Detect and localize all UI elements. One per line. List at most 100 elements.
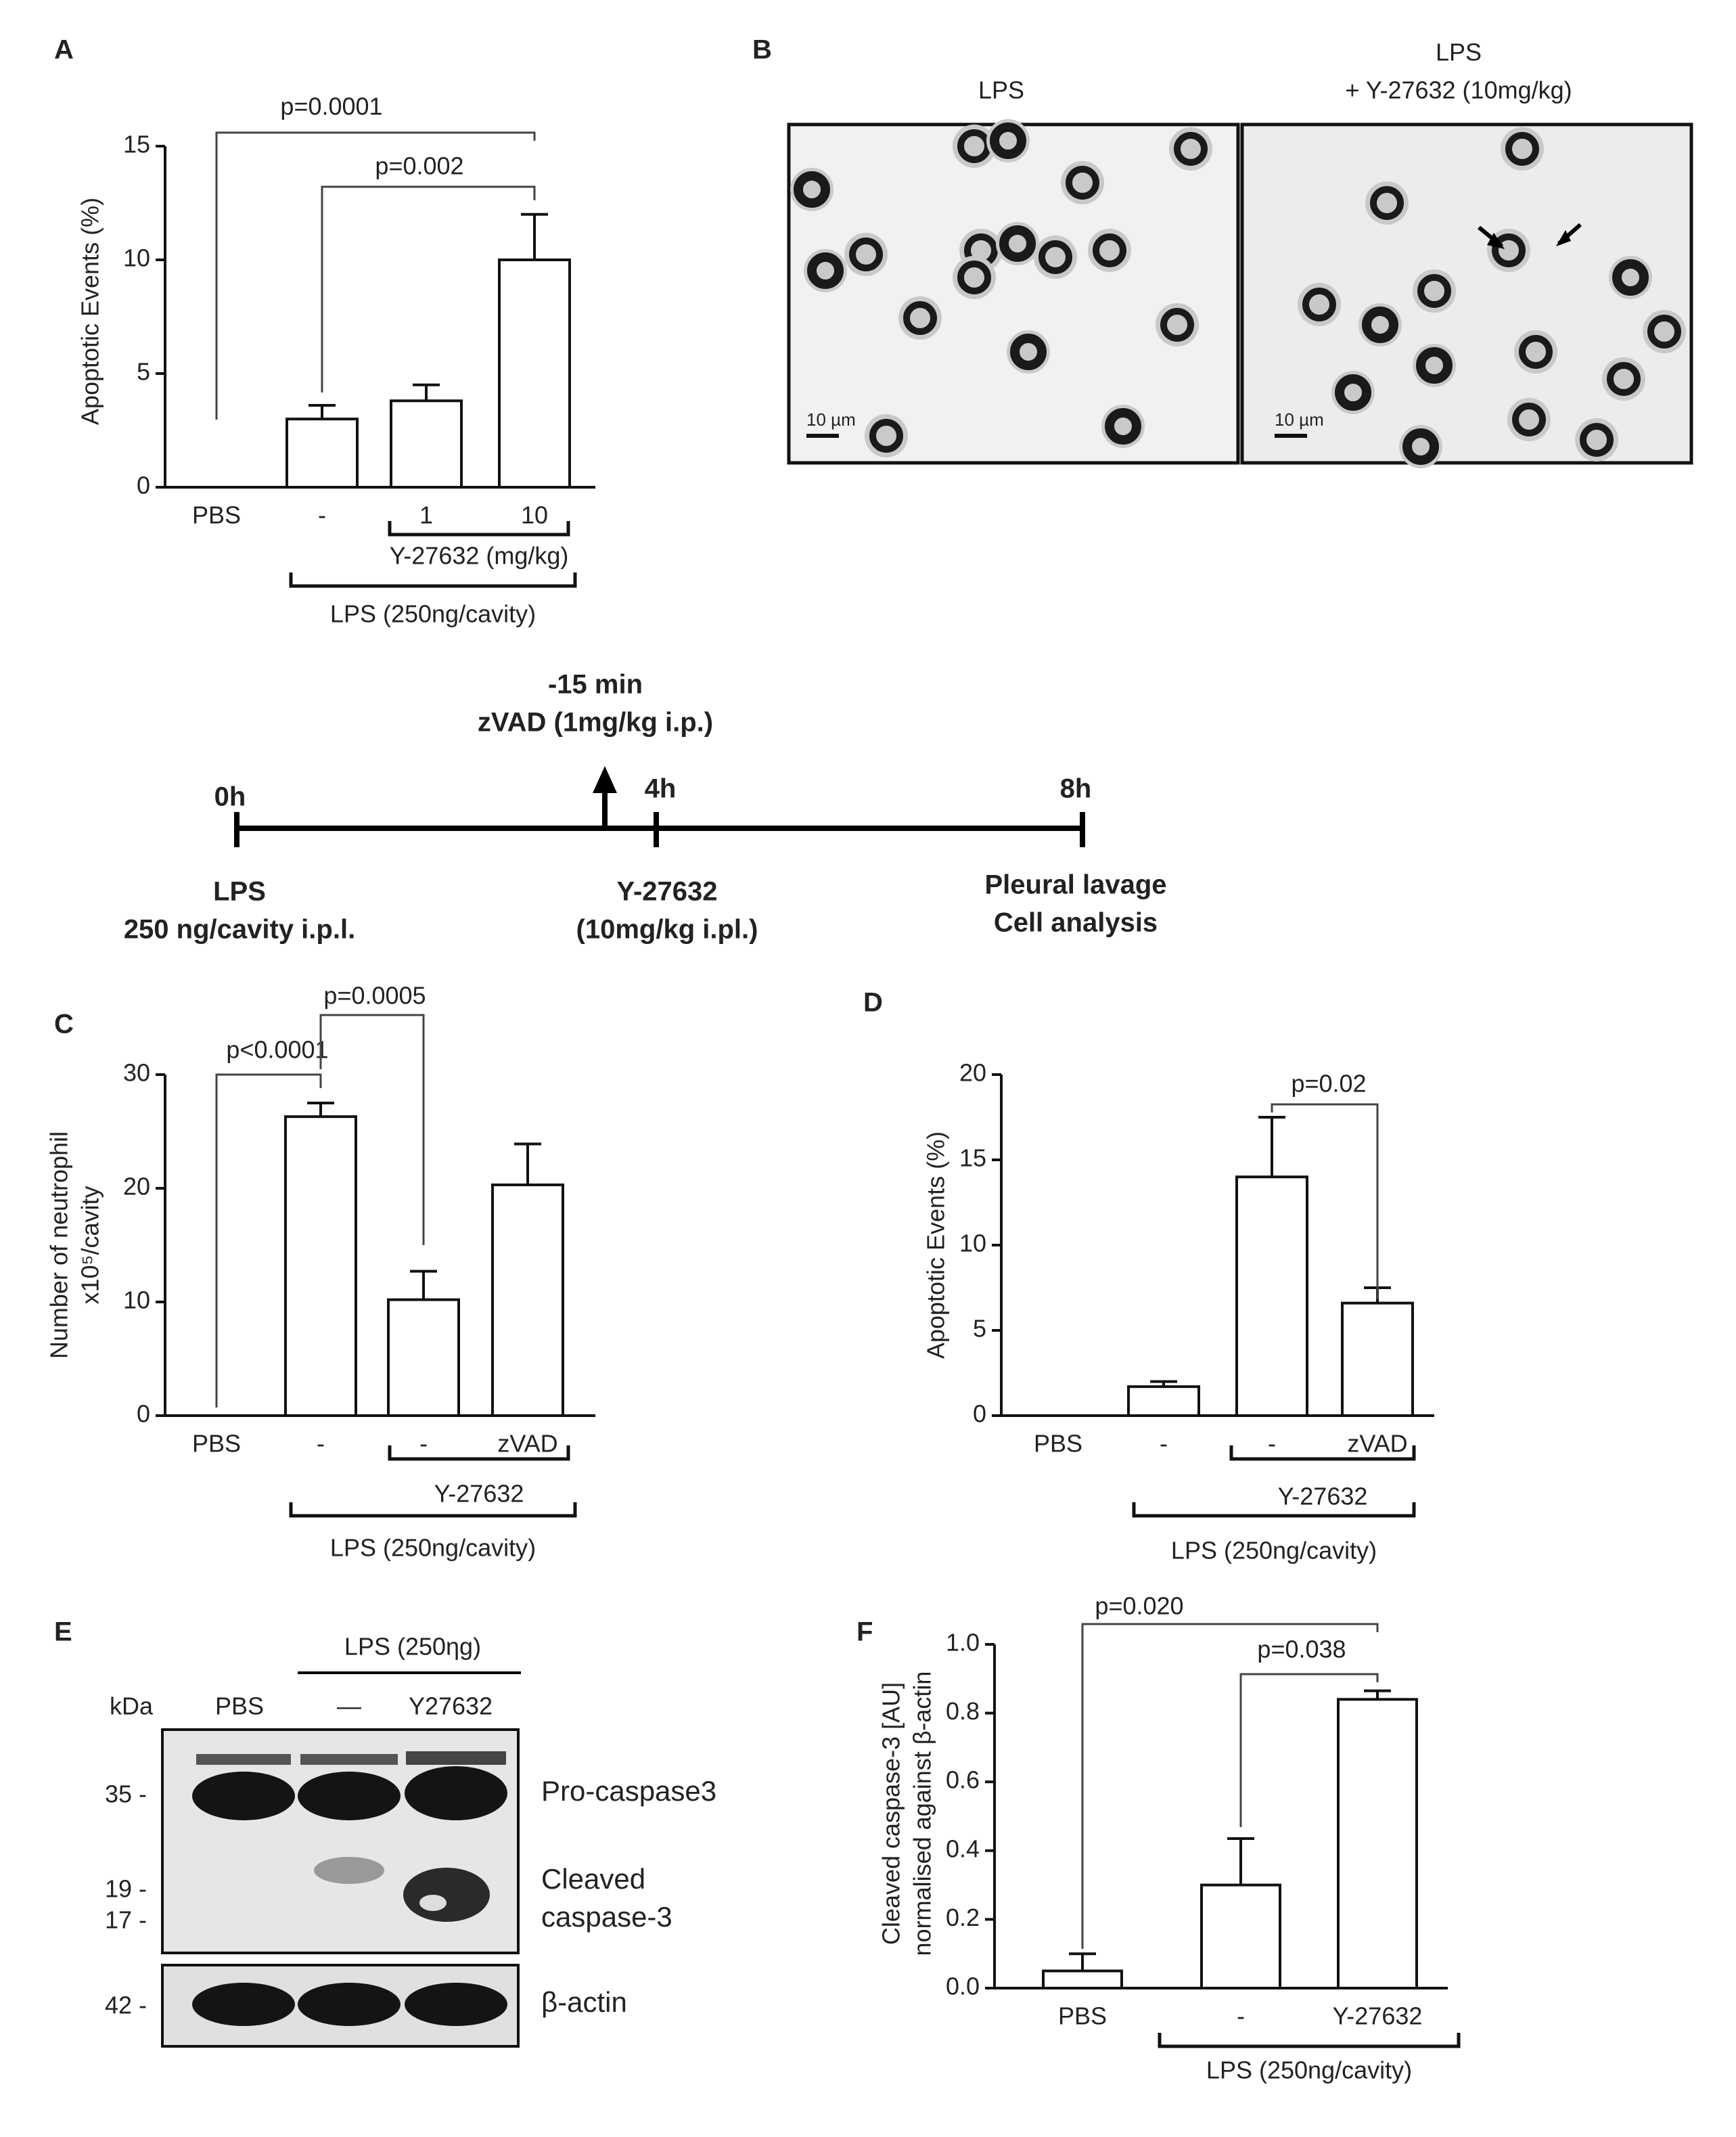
group-bracket xyxy=(1132,1502,1416,1518)
error-bar xyxy=(1069,1952,1096,1971)
cell-nucleus xyxy=(1335,374,1371,411)
arrowhead xyxy=(1556,230,1571,246)
size-marker: 35 - xyxy=(105,1780,147,1808)
micrograph-title: LPS xyxy=(1436,39,1482,66)
group-bracket xyxy=(388,521,570,537)
y-tick-label: 5 xyxy=(137,358,150,386)
y-axis-label: Apoptotic Events (%) xyxy=(76,198,104,425)
band xyxy=(192,1772,295,1820)
p-value: p=0.02 xyxy=(1291,1070,1366,1098)
timeline-label: 250 ng/cavity i.p.l. xyxy=(124,915,355,945)
y-tick-label: 0 xyxy=(137,1400,150,1428)
cell-nucleus xyxy=(1010,334,1047,370)
cell-nucleus xyxy=(1160,308,1194,342)
significance-bracket xyxy=(321,185,536,392)
x-tick-label: - xyxy=(419,1430,428,1458)
group-label: LPS (250ng/cavity) xyxy=(1171,1537,1377,1565)
x-tick-label: - xyxy=(318,501,326,529)
timeline-label: Y-27632 xyxy=(616,877,717,907)
y-axis-label: Apoptotic Events (%) xyxy=(922,1131,950,1359)
band xyxy=(405,1983,507,2026)
y-axis-label: Cleaved caspase-3 [AU] xyxy=(877,1682,905,1945)
cell-nucleus xyxy=(1038,240,1072,274)
timeline-label: LPS xyxy=(213,877,266,907)
band-label: caspase-3 xyxy=(541,1901,672,1933)
bar xyxy=(387,1298,460,1418)
group-bracket xyxy=(289,572,577,588)
y-tick-label: 20 xyxy=(123,1173,150,1200)
arrowhead xyxy=(593,766,617,793)
band xyxy=(196,1754,291,1765)
y-tick-label: 10 xyxy=(959,1230,986,1257)
cell-nucleus xyxy=(1093,233,1126,267)
cell-nucleus xyxy=(1416,347,1453,384)
timeline-label: zVAD (1mg/kg i.p.) xyxy=(478,708,713,738)
group-bracket xyxy=(289,1502,577,1518)
western-blot: LPS (250ηg) kDa PBS — Y27632 35 - 19 - 1… xyxy=(105,1633,716,2048)
cell-nucleus xyxy=(807,252,844,289)
error-bar xyxy=(1227,1837,1254,1885)
x-tick-label: PBS xyxy=(192,1430,241,1458)
p-value: p=0.0001 xyxy=(280,93,382,120)
blot-header: kDa xyxy=(110,1692,154,1720)
cell-nucleus xyxy=(1370,186,1404,220)
band xyxy=(300,1754,398,1765)
y-tick-label: 1.0 xyxy=(946,1629,980,1657)
y-tick-label: 0 xyxy=(137,472,150,499)
size-marker: 17 - xyxy=(105,1906,147,1934)
significance-bracket xyxy=(215,1073,322,1408)
significance-bracket xyxy=(1271,1103,1379,1299)
y-tick-label: 0 xyxy=(973,1400,986,1428)
y-tick-label: 20 xyxy=(959,1059,986,1087)
panel-label: B xyxy=(752,35,772,65)
y-tick-label: 0.2 xyxy=(946,1904,980,1931)
group-label: Y-27632 xyxy=(1278,1483,1368,1510)
group-label: LPS (250ng/cavity) xyxy=(330,600,536,628)
panel-label: D xyxy=(863,988,883,1018)
cell-nucleus xyxy=(1492,233,1526,267)
significance-bracket xyxy=(215,131,536,420)
error-bar xyxy=(307,1102,334,1117)
y-axis-label: x10⁵/cavity xyxy=(76,1186,104,1305)
cell-nucleus xyxy=(1174,132,1208,166)
y-tick-label: 0.0 xyxy=(946,1973,980,2000)
group-bracket xyxy=(1158,2033,1461,2048)
panel-label: F xyxy=(856,1617,873,1647)
band xyxy=(298,1983,401,2026)
group-bracket xyxy=(1229,1445,1416,1461)
band xyxy=(314,1857,384,1884)
bar xyxy=(1042,1969,1123,1990)
cell-nucleus xyxy=(1505,132,1539,166)
significance-bracket xyxy=(319,1014,425,1245)
bar xyxy=(498,258,571,489)
p-value: p<0.0001 xyxy=(226,1036,328,1064)
bar xyxy=(390,399,463,489)
y-tick-label: 30 xyxy=(123,1059,150,1087)
cell-nucleus xyxy=(1302,288,1336,321)
blot-treatment: LPS (250ηg) xyxy=(344,1633,481,1661)
group-label: Y-27632 (mg/kg) xyxy=(390,542,569,570)
micrograph-title: LPS xyxy=(978,76,1024,104)
group-label: LPS (250ng/cavity) xyxy=(1206,2056,1412,2084)
y-tick-label: 10 xyxy=(123,1286,150,1314)
y-tick-label: 5 xyxy=(973,1315,986,1343)
cell-nucleus xyxy=(1612,259,1649,296)
bar xyxy=(1341,1301,1414,1418)
band-label: Cleaved xyxy=(541,1863,645,1895)
cell-nucleus xyxy=(794,171,830,208)
timeline-label: -15 min xyxy=(548,670,643,700)
significance-bracket xyxy=(1081,1623,1379,1949)
error-bar xyxy=(521,212,548,260)
cell-nucleus xyxy=(1647,315,1681,348)
p-value: p=0.002 xyxy=(375,152,463,180)
lane-label: — xyxy=(337,1692,361,1720)
cell-nucleus xyxy=(869,419,903,453)
x-tick-label: - xyxy=(1237,2002,1245,2030)
micrograph-title: + Y-27632 (10mg/kg) xyxy=(1345,76,1572,104)
error-bar xyxy=(410,1269,437,1300)
y-tick-label: 0.8 xyxy=(946,1697,980,1725)
x-tick-label: PBS xyxy=(1034,1430,1082,1458)
band xyxy=(405,1766,507,1820)
timeline-time: 4h xyxy=(645,774,677,804)
significance-bracket xyxy=(1239,1673,1379,1827)
